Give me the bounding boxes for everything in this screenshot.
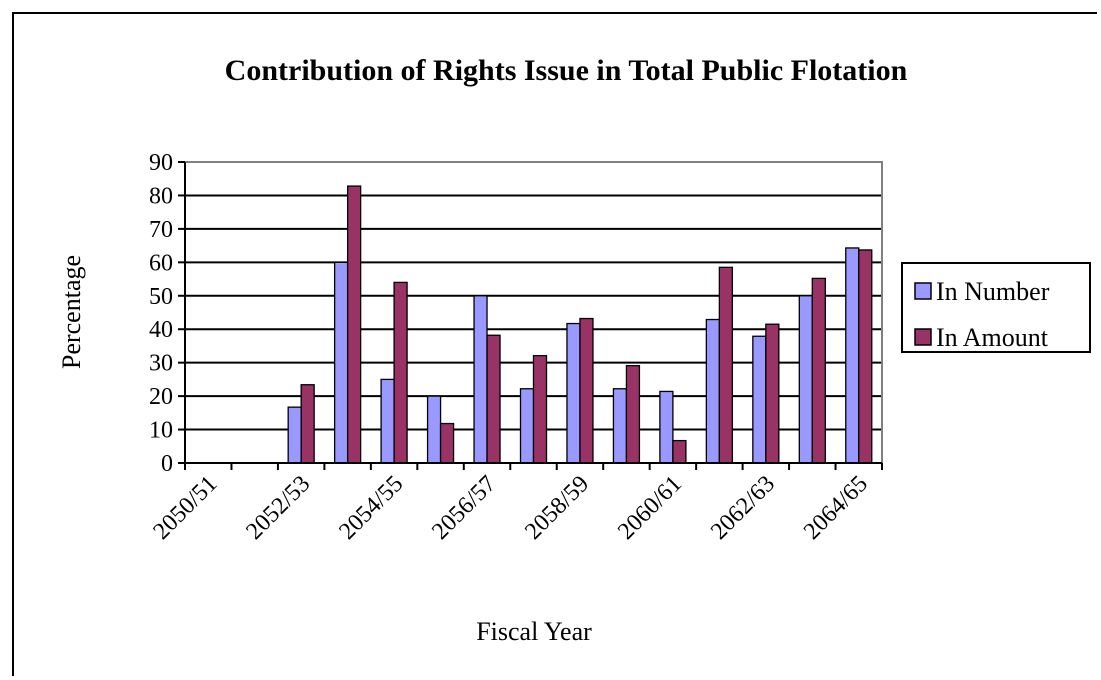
bar-in-number-2060-61 [659, 390, 674, 464]
bar-in-amount-2060-61 [672, 439, 687, 464]
x-tick-label: 2060/61 [613, 471, 687, 545]
x-tick-label: 2058/59 [520, 471, 594, 545]
y-tick-label: 20 [149, 384, 173, 410]
legend-swatch-in-amount [914, 328, 932, 346]
bar-in-amount-2052-53 [300, 384, 315, 464]
y-tick-label: 70 [149, 217, 173, 243]
bar-in-amount-2064-65 [858, 249, 873, 464]
bar-in-number-2063-64 [798, 295, 813, 464]
y-tick-label: 30 [149, 351, 173, 377]
y-tick-label: 50 [149, 284, 173, 310]
bar-in-number-2057-58 [519, 388, 535, 464]
bars [287, 185, 873, 464]
bar-in-amount-2056-57 [486, 334, 501, 464]
y-tick-labels: 0 10 20 30 40 50 60 70 80 90 [149, 150, 173, 477]
chart-frame [12, 12, 1097, 676]
bar-in-number-2054-55 [380, 378, 395, 464]
bar-in-amount-2057-58 [532, 354, 548, 464]
x-tick-label: 2064/65 [799, 471, 873, 545]
x-tick-label: 2050/51 [148, 471, 222, 545]
y-tick-label: 80 [149, 183, 173, 209]
bar-in-amount-2062-63 [765, 323, 780, 464]
bar-in-amount-2061-62 [718, 266, 734, 464]
y-tick-label: 0 [161, 451, 173, 477]
bar-in-number-2064-65 [845, 247, 860, 464]
bar-in-amount-2054-55 [393, 281, 408, 464]
x-tick-labels: 2050/51 2052/53 2054/55 2056/57 2058/59 2060/… [148, 471, 873, 545]
x-axis-label: Fiscal Year [476, 617, 592, 646]
y-tick-label: 90 [149, 150, 173, 176]
bar-in-number-2056-57 [473, 295, 488, 464]
bar-in-number-2062-63 [752, 335, 767, 464]
legend-label-in-amount: In Amount [936, 323, 1049, 352]
legend-swatch-in-number [914, 282, 932, 300]
legend-label-in-number: In Number [936, 277, 1050, 306]
bar-in-amount-2055-56 [439, 422, 455, 464]
bar-in-number-2055-56 [426, 395, 442, 464]
bar-in-number-2053-54 [333, 261, 349, 464]
bar-in-number-2052-53 [287, 406, 302, 464]
y-tick-label: 10 [149, 418, 173, 444]
y-tick-label: 60 [149, 250, 173, 276]
bar-in-amount-2063-64 [811, 277, 826, 464]
bar-in-number-2061-62 [705, 318, 721, 464]
x-tick-label: 2054/55 [334, 471, 408, 545]
y-axis-label: Percentage [57, 255, 86, 369]
bar-in-number-2058-59 [566, 322, 581, 464]
y-tick-label: 40 [149, 317, 173, 343]
legend-box [901, 262, 1091, 353]
bar-in-number-2059-60 [612, 388, 628, 464]
chart-title: Contribution of Rights Issue in Total Pu… [225, 54, 908, 87]
axes [178, 161, 883, 470]
x-tick-label: 2052/53 [241, 471, 315, 545]
bar-in-amount-2053-54 [346, 185, 362, 464]
x-tick-label: 2062/63 [706, 471, 780, 545]
legend: In Number In Amount [901, 262, 1091, 353]
bar-in-amount-2059-60 [625, 365, 641, 464]
bar-in-amount-2058-59 [579, 317, 594, 464]
x-tick-label: 2056/57 [427, 471, 501, 545]
